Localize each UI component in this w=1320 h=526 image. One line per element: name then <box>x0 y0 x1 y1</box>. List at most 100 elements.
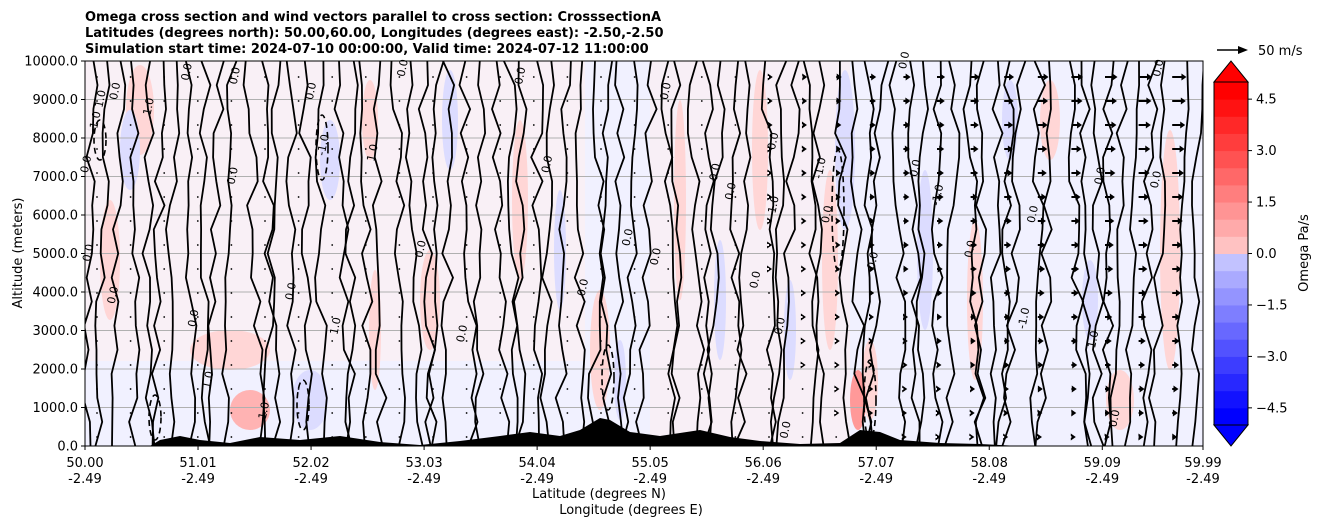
contour-line <box>151 61 167 446</box>
field-patch <box>850 370 866 430</box>
colorbar-segment <box>1214 236 1248 254</box>
wind-vector <box>935 409 941 417</box>
wind-vector <box>734 244 737 246</box>
wind-vector <box>633 196 636 198</box>
wind-vector <box>869 169 876 177</box>
wind-vector <box>667 220 670 222</box>
x-tick-label-lat: 56.06 <box>745 456 782 471</box>
wind-vector <box>96 436 98 438</box>
wind-vector <box>1138 145 1151 153</box>
wind-vector <box>331 76 334 78</box>
wind-vector <box>364 148 367 150</box>
wind-vector <box>532 148 535 150</box>
wind-vector <box>734 412 737 414</box>
x-tick-label-lat: 50.00 <box>66 456 103 471</box>
wind-vector <box>532 220 535 222</box>
wind-vector <box>566 220 569 222</box>
wind-vector <box>869 289 875 297</box>
wind-vector <box>465 76 468 78</box>
field-patch <box>714 240 726 360</box>
wind-vector <box>1138 241 1148 249</box>
title-line-2: Latitudes (degrees north): 50.00,60.00, … <box>85 26 664 41</box>
wind-vector <box>465 436 468 438</box>
wind-vector <box>734 100 737 102</box>
wind-vector <box>767 97 773 105</box>
wind-vector <box>1138 313 1147 321</box>
wind-vector <box>432 316 434 318</box>
wind-vector <box>264 268 266 270</box>
y-tick-label: 3000.0 <box>33 324 79 339</box>
wind-vector <box>1138 97 1152 105</box>
contour-line <box>198 61 212 446</box>
wind-vector <box>1105 385 1111 393</box>
wind-vector <box>264 76 266 78</box>
wind-vector <box>970 313 977 321</box>
quiver-key-label: 50 m/s <box>1258 44 1303 59</box>
wind-vector <box>398 316 401 318</box>
wind-vector <box>230 220 233 222</box>
wind-vector <box>532 412 535 414</box>
wind-vector <box>1138 289 1147 297</box>
wind-vector <box>163 76 166 78</box>
contour-line <box>110 61 127 446</box>
field-patch <box>822 170 838 350</box>
wind-vector <box>768 412 770 414</box>
wind-vector <box>767 121 773 129</box>
wind-vector <box>230 196 233 198</box>
wind-vector <box>96 388 98 390</box>
wind-vector <box>1004 337 1010 345</box>
contour-line <box>472 61 487 446</box>
wind-vector <box>667 124 670 126</box>
x-tick-label-lon: -2.49 <box>294 472 328 487</box>
wind-vector <box>364 340 367 342</box>
wind-vector <box>1105 409 1111 417</box>
wind-vector <box>331 292 334 294</box>
wind-vector <box>1004 169 1013 177</box>
wind-vector <box>499 220 502 222</box>
wind-vector <box>834 361 840 369</box>
wind-vector <box>566 388 569 390</box>
wind-vector <box>532 388 535 390</box>
wind-vector <box>196 244 199 246</box>
wind-vector <box>1172 433 1178 441</box>
wind-vector <box>129 412 132 414</box>
wind-vector <box>1172 121 1186 129</box>
wind-vector <box>398 364 401 366</box>
wind-vector <box>935 433 941 441</box>
wind-vector <box>1036 433 1042 441</box>
wind-vector <box>836 145 842 153</box>
wind-vector <box>1037 313 1045 321</box>
wind-vector <box>600 220 602 222</box>
omega-contours <box>85 61 1203 446</box>
contour-line <box>888 61 907 446</box>
wind-vector <box>432 340 434 342</box>
wind-vector <box>700 100 703 102</box>
wind-vector <box>667 316 670 318</box>
wind-vector <box>499 76 502 78</box>
wind-vector <box>264 220 266 222</box>
wind-vector <box>969 433 975 441</box>
contour-line <box>503 61 520 446</box>
wind-vector <box>398 148 401 150</box>
wind-vector <box>364 316 367 318</box>
wind-vector <box>767 145 773 153</box>
wind-vector <box>96 124 98 126</box>
colorbar-tick-label: −4.5 <box>1256 401 1288 416</box>
wind-vector <box>903 73 911 81</box>
wind-vector <box>163 268 166 270</box>
wind-vector <box>1004 97 1014 105</box>
wind-vector <box>1138 193 1150 201</box>
y-tick-label: 6000.0 <box>33 209 79 224</box>
wind-vector <box>566 340 569 342</box>
contour-label: 1.0 <box>327 316 343 336</box>
contour-line <box>539 61 555 446</box>
wind-vector <box>835 436 838 438</box>
wind-vector <box>767 265 773 273</box>
contour-line <box>1090 61 1105 446</box>
contour-label: 0.0 <box>107 81 123 101</box>
wind-vector <box>600 364 602 366</box>
contour-line <box>989 61 1004 446</box>
wind-vector <box>465 292 468 294</box>
title-line-1: Omega cross section and wind vectors par… <box>85 10 661 25</box>
wind-vector <box>331 268 334 270</box>
